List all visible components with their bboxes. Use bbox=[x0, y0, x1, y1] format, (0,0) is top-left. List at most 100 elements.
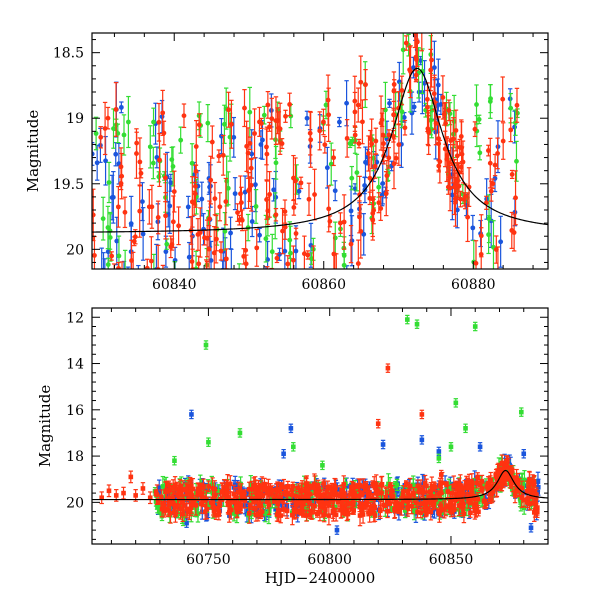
series-3-point bbox=[270, 485, 275, 496]
bottom-x-tick-label: 60800 bbox=[307, 552, 352, 568]
series-3-point bbox=[306, 182, 312, 216]
series-3-point bbox=[321, 108, 326, 136]
series-2-point bbox=[472, 321, 478, 332]
series-3-point bbox=[478, 214, 484, 258]
series-3-point bbox=[265, 91, 271, 119]
series-3-point bbox=[454, 480, 460, 498]
series-3-point bbox=[486, 144, 491, 157]
series-3-point bbox=[274, 253, 280, 264]
series-3-point bbox=[391, 100, 397, 130]
series-3-point bbox=[217, 500, 223, 508]
series-3-point bbox=[298, 176, 304, 190]
series-3-point bbox=[298, 495, 303, 506]
top-ylabel: Magnitude bbox=[24, 110, 42, 193]
series-3-point bbox=[402, 119, 408, 136]
series-3-point bbox=[483, 195, 489, 210]
series-3-point bbox=[354, 483, 359, 490]
series-3-point bbox=[105, 106, 111, 130]
series-2-point bbox=[237, 428, 243, 438]
series-3-point bbox=[283, 109, 288, 123]
series-3-point bbox=[420, 485, 425, 498]
series-3-point bbox=[216, 508, 222, 521]
series-3-point bbox=[348, 224, 354, 264]
series-3-point bbox=[196, 113, 202, 137]
series-3-point bbox=[461, 504, 467, 524]
series-2-point bbox=[349, 165, 355, 191]
series-3-point bbox=[509, 169, 515, 179]
series-3-point bbox=[321, 479, 327, 488]
top-y-tick-label: 18.5 bbox=[53, 46, 84, 62]
series-1-point bbox=[498, 215, 504, 268]
series-3-point bbox=[206, 225, 212, 269]
top-panel-ticks: 60840 60860 60880 18.5 19 19.5 20 bbox=[53, 33, 548, 293]
series-3-point bbox=[293, 227, 299, 240]
series-1-point bbox=[411, 56, 416, 79]
series-3-point bbox=[277, 102, 283, 155]
bottom-ylabel: Magnitude bbox=[36, 385, 54, 468]
series-3-point bbox=[531, 476, 537, 487]
series-3-point bbox=[157, 132, 162, 188]
series-2-point bbox=[453, 398, 459, 408]
series-3-point bbox=[218, 241, 224, 261]
series-3-point bbox=[311, 245, 316, 269]
series-3-point bbox=[451, 503, 457, 517]
bottom-y-tick-label: 14 bbox=[66, 357, 84, 373]
series-3-point bbox=[290, 481, 296, 491]
series-3-point bbox=[220, 134, 226, 176]
bottom-xlabel: HJD−2400000 bbox=[265, 569, 376, 587]
series-3-point bbox=[383, 487, 389, 507]
series-3-point bbox=[508, 480, 514, 488]
series-3-point bbox=[119, 261, 125, 269]
series-3-point bbox=[269, 97, 275, 140]
series-3-point bbox=[331, 233, 337, 269]
series-2-point bbox=[236, 263, 242, 269]
series-3-point bbox=[301, 511, 306, 518]
series-3-point bbox=[98, 126, 104, 149]
series-2-point bbox=[476, 114, 482, 125]
series-2-point bbox=[347, 138, 353, 149]
series-3-point bbox=[500, 76, 506, 122]
series-3-point bbox=[413, 38, 419, 81]
series-2-point bbox=[323, 90, 329, 120]
series-3-point bbox=[252, 108, 257, 159]
series-3-point bbox=[504, 455, 510, 467]
top-x-tick-label: 60840 bbox=[152, 277, 197, 293]
series-1-point bbox=[337, 116, 342, 128]
series-3-point bbox=[333, 507, 339, 522]
series-3-point bbox=[226, 91, 231, 128]
series-1-point bbox=[257, 227, 262, 243]
series-3-point bbox=[370, 503, 376, 515]
series-3-point bbox=[415, 505, 420, 519]
series-3-point bbox=[192, 181, 198, 206]
series-3-point bbox=[223, 177, 229, 226]
series-3-point bbox=[436, 116, 442, 171]
bottom-x-tick-label: 60850 bbox=[429, 552, 474, 568]
series-1-point bbox=[380, 439, 386, 450]
series-3-point bbox=[144, 258, 150, 269]
series-1-point bbox=[140, 207, 146, 261]
series-3-point bbox=[429, 33, 434, 88]
series-2-point bbox=[247, 86, 253, 138]
series-1-point bbox=[189, 409, 194, 420]
series-2-point bbox=[121, 114, 127, 156]
series-3-point bbox=[347, 490, 352, 499]
series-3-point bbox=[396, 501, 402, 513]
series-3-point bbox=[524, 496, 530, 509]
series-3-point bbox=[146, 189, 152, 225]
series-2-point bbox=[463, 423, 468, 434]
series-2-point bbox=[519, 407, 524, 417]
series-3-point bbox=[243, 254, 249, 269]
series-1-point bbox=[528, 523, 534, 533]
series-2-point bbox=[514, 140, 519, 182]
series-1-point bbox=[163, 235, 169, 268]
series-3-point bbox=[148, 236, 154, 269]
series-3-point bbox=[472, 502, 478, 520]
series-1-point bbox=[167, 177, 173, 234]
series-3-point bbox=[265, 266, 270, 269]
series-3-point bbox=[375, 418, 381, 429]
series-3-point bbox=[396, 123, 402, 166]
top-x-tick-label: 60880 bbox=[451, 277, 496, 293]
series-2-point bbox=[420, 48, 425, 95]
series-3-point bbox=[490, 178, 496, 189]
series-3-point bbox=[479, 486, 485, 494]
